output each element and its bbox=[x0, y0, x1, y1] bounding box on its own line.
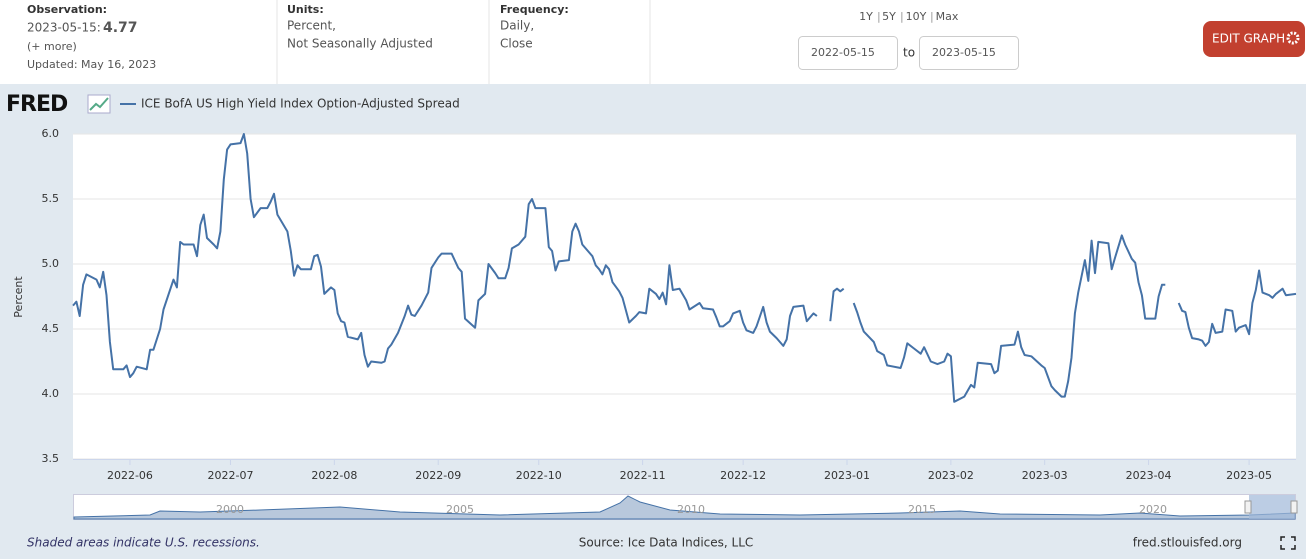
edit-label: EDIT GRAPH bbox=[1212, 32, 1285, 46]
units-line: Not Seasonally Adjusted bbox=[287, 37, 433, 51]
source: Source: Ice Data Indices, LLC bbox=[579, 536, 754, 550]
navigator-window[interactable] bbox=[1249, 495, 1295, 519]
x-tick-label: 2023-02 bbox=[928, 469, 974, 482]
obs-label: Observation: bbox=[27, 3, 107, 16]
navigator-handle[interactable] bbox=[1290, 500, 1298, 514]
range-link[interactable]: Max bbox=[936, 10, 959, 23]
date-input[interactable] bbox=[919, 36, 1019, 70]
y-tick-label: 4.5 bbox=[42, 322, 60, 335]
date-to: 2023-05-15 bbox=[932, 46, 996, 59]
updated: Updated: May 16, 2023 bbox=[27, 58, 156, 71]
separator: | bbox=[900, 10, 904, 23]
series-line bbox=[829, 287, 845, 322]
navigator-series bbox=[73, 495, 1296, 520]
x-tick-label: 2023-05 bbox=[1226, 469, 1272, 482]
freq-line: Close bbox=[500, 37, 533, 51]
obs-value: 4.77 bbox=[103, 20, 138, 36]
header-bg bbox=[0, 0, 1306, 84]
x-tick-label: 2022-08 bbox=[311, 469, 357, 482]
navigator-label: 2020 bbox=[1139, 503, 1167, 516]
separator: | bbox=[930, 10, 934, 23]
y-tick-label: 4.0 bbox=[42, 387, 60, 400]
y-axis-label: Percent bbox=[12, 276, 25, 318]
navigator-label: 2000 bbox=[216, 503, 244, 516]
y-tick-label: 6.0 bbox=[42, 127, 60, 140]
series-line bbox=[72, 133, 818, 379]
separator: | bbox=[877, 10, 881, 23]
x-tick-label: 2023-03 bbox=[1022, 469, 1068, 482]
y-tick-label: 5.5 bbox=[42, 192, 60, 205]
navigator-label: 2010 bbox=[677, 503, 705, 516]
freq-label: Frequency: bbox=[500, 3, 569, 16]
date-input[interactable] bbox=[798, 36, 898, 70]
series-line bbox=[1177, 269, 1297, 347]
obs-date: 2023-05-15: bbox=[27, 21, 101, 35]
units-line: Percent, bbox=[287, 19, 336, 33]
to-label: to bbox=[903, 46, 915, 60]
units-label: Units: bbox=[287, 3, 324, 16]
date-from: 2022-05-15 bbox=[811, 46, 875, 59]
x-tick-label: 2022-12 bbox=[720, 469, 766, 482]
logo: FRED bbox=[6, 92, 68, 117]
range-link[interactable]: 10Y bbox=[906, 10, 927, 23]
y-tick-label: 5.0 bbox=[42, 257, 60, 270]
x-tick-label: 2022-06 bbox=[107, 469, 153, 482]
series-line bbox=[852, 234, 1166, 403]
x-tick-label: 2022-07 bbox=[207, 469, 253, 482]
site: fred.stlouisfed.org bbox=[1133, 536, 1242, 550]
x-tick-label: 2022-09 bbox=[415, 469, 461, 482]
logo-icon bbox=[87, 94, 111, 114]
freq-line: Daily, bbox=[500, 19, 534, 33]
legend-label: ICE BofA US High Yield Index Option-Adju… bbox=[141, 97, 460, 111]
navigator-handle[interactable] bbox=[1244, 500, 1252, 514]
recession-note: Shaded areas indicate U.S. recessions. bbox=[27, 536, 260, 550]
range-link[interactable]: 1Y bbox=[859, 10, 873, 23]
navigator-label: 2005 bbox=[446, 503, 474, 516]
x-tick-label: 2022-10 bbox=[516, 469, 562, 482]
fullscreen-icon[interactable] bbox=[1280, 536, 1296, 550]
x-tick-label: 2023-04 bbox=[1126, 469, 1172, 482]
more-link[interactable]: (+ more) bbox=[27, 40, 77, 53]
x-tick-label: 2023-01 bbox=[824, 469, 870, 482]
x-tick-label: 2022-11 bbox=[620, 469, 666, 482]
y-tick-label: 3.5 bbox=[42, 452, 60, 465]
gear-icon bbox=[1286, 31, 1300, 45]
range-link[interactable]: 5Y bbox=[882, 10, 896, 23]
edit-button[interactable] bbox=[1203, 21, 1305, 57]
navigator-label: 2015 bbox=[908, 503, 936, 516]
logo-icon-line bbox=[89, 97, 109, 111]
